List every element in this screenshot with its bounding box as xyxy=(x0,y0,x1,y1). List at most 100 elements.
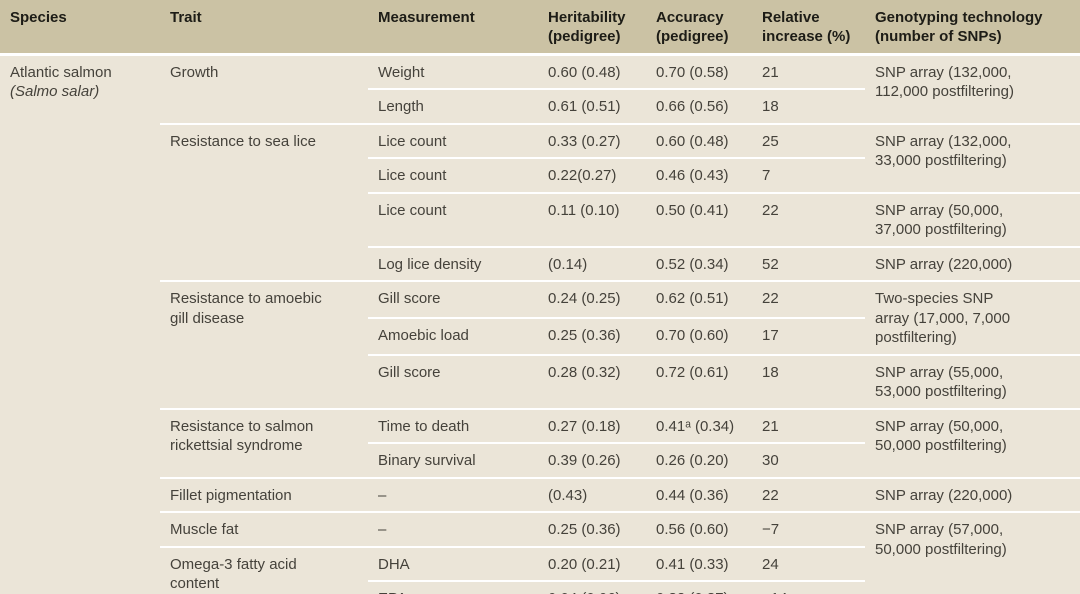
cell-relative-increase: 22 xyxy=(752,191,865,247)
table-row: Gill score 0.28 (0.32) 0.72 (0.61) 18 SN… xyxy=(0,353,1080,409)
cell-heritability: 0.28 (0.32) xyxy=(538,353,646,409)
table-row: Log lice density (0.14) 0.52 (0.34) 52 S… xyxy=(0,245,1080,281)
cell-genotyping: SNP array (50,000, 37,000 postfiltering) xyxy=(865,191,1080,247)
cell-genotyping: SNP array (220,000) xyxy=(865,476,1080,512)
cell-genotyping: SNP array (132,000, 33,000 postfiltering… xyxy=(865,122,1080,193)
cell-heritability: 0.33 (0.27) xyxy=(538,122,646,158)
cell-trait: Omega-3 fatty acid content xyxy=(160,545,368,594)
cell-relative-increase: 18 xyxy=(752,353,865,409)
cell-measurement: – xyxy=(368,476,538,512)
cell-heritability: 0.04 (0.06) xyxy=(538,580,646,594)
cell-accuracy: 0.70 (0.58) xyxy=(646,53,752,89)
col-header-genotyping: Genotyping technology (number of SNPs) xyxy=(865,0,1080,56)
cell-accuracy: 0.72 (0.61) xyxy=(646,353,752,409)
cell-relative-increase: 22 xyxy=(752,280,865,318)
cell-accuracy: 0.46 (0.43) xyxy=(646,157,752,193)
cell-relative-increase: 30 xyxy=(752,442,865,478)
cell-trait: Fillet pigmentation xyxy=(160,476,368,512)
table-row: Muscle fat – 0.25 (0.36) 0.56 (0.60) −7 … xyxy=(0,511,1080,594)
cell-relative-increase: 22 xyxy=(752,476,865,512)
col-header-relative-increase: Relative increase (%) xyxy=(752,0,865,56)
cell-measurement: DHA xyxy=(368,545,538,581)
cell-relative-increase: 25 xyxy=(752,122,865,158)
cell-measurement: Length xyxy=(368,88,538,124)
cell-accuracy: 0.60 (0.48) xyxy=(646,122,752,158)
cell-trait: Muscle fat xyxy=(160,511,368,547)
cell-accuracy: 0.66 (0.56) xyxy=(646,88,752,124)
cell-measurement: Time to death xyxy=(368,407,538,443)
cell-trait: Growth xyxy=(160,53,368,124)
col-header-species: Species xyxy=(0,0,160,56)
col-header-heritability: Heritability (pedigree) xyxy=(538,0,646,56)
cell-accuracy: 0.52 (0.34) xyxy=(646,245,752,281)
cell-heritability: 0.11 (0.10) xyxy=(538,191,646,247)
cell-trait: Resistance to amoebic gill disease xyxy=(160,280,368,409)
cell-measurement: Lice count xyxy=(368,191,538,247)
cell-accuracy: 0.56 (0.60) xyxy=(646,511,752,547)
cell-heritability: 0.20 (0.21) xyxy=(538,545,646,581)
header-row: Species Trait Measurement Heritability (… xyxy=(0,0,1080,56)
cell-measurement: Weight xyxy=(368,53,538,89)
cell-accuracy: 0.41ᵃ (0.34) xyxy=(646,407,752,443)
cell-species: Atlantic salmon (Salmo salar) xyxy=(0,53,160,594)
cell-measurement: Lice count xyxy=(368,157,538,193)
table-row: Lice count 0.11 (0.10) 0.50 (0.41) 22 SN… xyxy=(0,191,1080,247)
species-latin-name: (Salmo salar) xyxy=(10,83,100,100)
table-row: Resistance to salmon rickettsial syndrom… xyxy=(0,407,1080,478)
cell-heritability: (0.14) xyxy=(538,245,646,281)
table-row: Lice count 0.22(0.27) 0.46 (0.43) 7 xyxy=(0,157,1080,193)
col-header-trait: Trait xyxy=(160,0,368,56)
cell-heritability: 0.24 (0.25) xyxy=(538,280,646,318)
table-body: Atlantic salmon (Salmo salar) Growth Wei… xyxy=(0,53,1080,594)
table-row: Atlantic salmon (Salmo salar) Growth Wei… xyxy=(0,53,1080,594)
cell-measurement: Gill score xyxy=(368,280,538,318)
cell-accuracy: 0.41 (0.33) xyxy=(646,545,752,581)
cell-measurement: Binary survival xyxy=(368,442,538,478)
cell-measurement: EPA xyxy=(368,580,538,594)
cell-relative-increase: 52 xyxy=(752,245,865,281)
cell-measurement: Gill score xyxy=(368,353,538,409)
cell-genotyping: SNP array (57,000, 50,000 postfiltering) xyxy=(865,511,1080,594)
table-row: Binary survival 0.39 (0.26) 0.26 (0.20) … xyxy=(0,442,1080,478)
cell-heritability: 0.25 (0.36) xyxy=(538,316,646,355)
cell-relative-increase: 7 xyxy=(752,157,865,193)
cell-trait: Resistance to salmon rickettsial syndrom… xyxy=(160,407,368,478)
cell-heritability: 0.39 (0.26) xyxy=(538,442,646,478)
table-row: Fillet pigmentation – (0.43) 0.44 (0.36)… xyxy=(0,476,1080,512)
cell-heritability: 0.60 (0.48) xyxy=(538,53,646,89)
cell-genotyping: SNP array (50,000, 50,000 postfiltering) xyxy=(865,407,1080,478)
species-name: Atlantic salmon xyxy=(10,63,112,81)
table-header: Species Trait Measurement Heritability (… xyxy=(0,0,1080,56)
cell-heritability: 0.22(0.27) xyxy=(538,157,646,193)
cell-accuracy: 0.62 (0.51) xyxy=(646,280,752,318)
cell-accuracy: 0.26 (0.20) xyxy=(646,442,752,478)
cell-heritability: 0.25 (0.36) xyxy=(538,511,646,547)
cell-measurement: Log lice density xyxy=(368,245,538,281)
table-row: EPA 0.04 (0.06) 0.32 (0.37) −14 xyxy=(0,580,1080,594)
table-row: Amoebic load 0.25 (0.36) 0.70 (0.60) 17 xyxy=(0,316,1080,355)
cell-accuracy: 0.50 (0.41) xyxy=(646,191,752,247)
col-header-measurement: Measurement xyxy=(368,0,538,56)
cell-relative-increase: −7 xyxy=(752,511,865,547)
cell-relative-increase: 17 xyxy=(752,316,865,355)
cell-heritability: (0.43) xyxy=(538,476,646,512)
table-row: Resistance to sea lice Lice count 0.33 (… xyxy=(0,122,1080,281)
cell-trait: Resistance to sea lice xyxy=(160,122,368,281)
cell-heritability: 0.27 (0.18) xyxy=(538,407,646,443)
cell-genotyping: SNP array (55,000, 53,000 postfiltering) xyxy=(865,353,1080,409)
table-row: Length 0.61 (0.51) 0.66 (0.56) 18 xyxy=(0,88,1080,124)
cell-heritability: 0.61 (0.51) xyxy=(538,88,646,124)
cell-measurement: Amoebic load xyxy=(368,316,538,355)
cell-measurement: – xyxy=(368,511,538,547)
cell-relative-increase: 21 xyxy=(752,407,865,443)
cell-genotyping: SNP array (220,000) xyxy=(865,245,1080,281)
cell-relative-increase: −14 xyxy=(752,580,865,594)
cell-relative-increase: 21 xyxy=(752,53,865,89)
cell-genotyping: Two-species SNP array (17,000, 7,000 pos… xyxy=(865,280,1080,355)
table-row: Resistance to amoebic gill disease Gill … xyxy=(0,280,1080,409)
cell-measurement: Lice count xyxy=(368,122,538,158)
cell-relative-increase: 24 xyxy=(752,545,865,581)
cell-relative-increase: 18 xyxy=(752,88,865,124)
